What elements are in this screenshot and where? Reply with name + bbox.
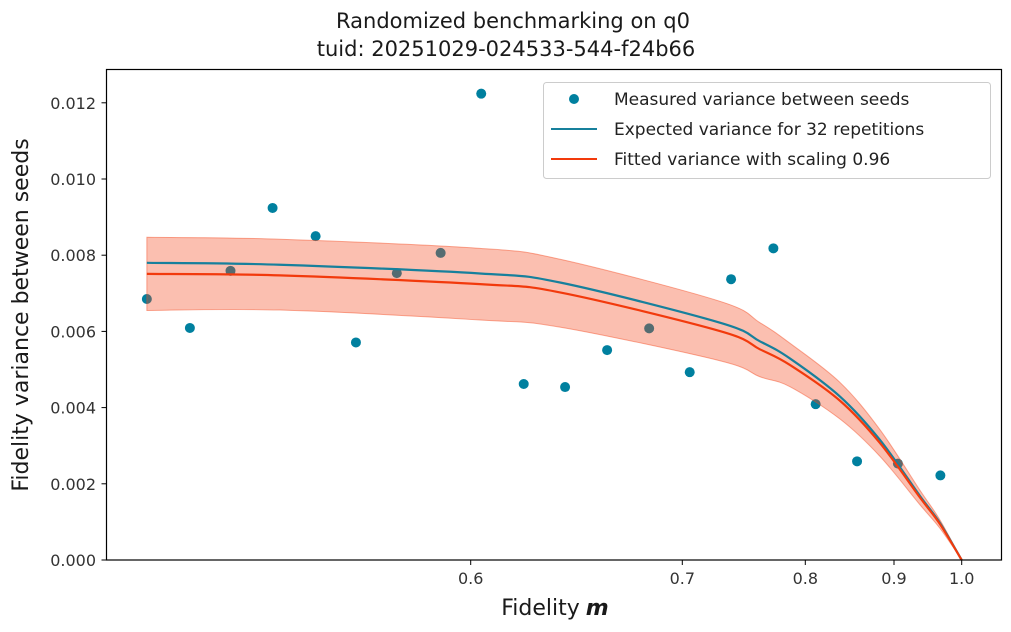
data-point — [267, 202, 278, 213]
data-point — [726, 274, 737, 285]
legend-label-expected: Expected variance for 32 repetitions — [614, 120, 924, 140]
x-axis-label: Fidelity m — [501, 596, 608, 621]
y-tick-label: 0.002 — [50, 475, 96, 494]
legend-label-measured: Measured variance between seeds — [614, 90, 910, 110]
data-point — [810, 399, 821, 410]
x-tick-label: 0.8 — [793, 569, 818, 588]
data-point — [310, 231, 321, 242]
x-tick-label: 1.0 — [949, 569, 974, 588]
data-point — [350, 337, 361, 348]
x-tick-label: 0.7 — [670, 569, 695, 588]
fit-uncertainty-band — [146, 236, 963, 561]
x-tick-label: 0.9 — [881, 569, 906, 588]
y-axis: 0.000 0.002 0.004 0.006 0.008 0.010 0.012 — [50, 94, 107, 570]
plot-frame — [105, 68, 1003, 561]
data-point — [476, 88, 487, 99]
y-tick-label: 0.000 — [50, 551, 96, 570]
y-tick-label: 0.008 — [50, 246, 96, 265]
data-point — [560, 382, 571, 393]
data-point — [518, 378, 529, 389]
legend: Measured variance between seeds Expected… — [543, 82, 991, 179]
data-point — [935, 470, 946, 481]
x-axis-label-math: m — [586, 596, 609, 621]
legend-marker-measured — [569, 94, 579, 104]
data-point — [852, 456, 863, 467]
y-axis-label: Fidelity variance between seeds — [9, 138, 34, 491]
fitted-variance-line — [146, 272, 963, 561]
legend-box — [543, 82, 991, 179]
legend-label-fitted: Fitted variance with scaling 0.96 — [614, 150, 890, 170]
y-tick-label: 0.012 — [50, 94, 96, 113]
data-point — [602, 345, 613, 356]
data-point — [768, 243, 779, 254]
x-tick-label: 0.6 — [458, 569, 483, 588]
data-point — [141, 294, 152, 305]
scatter-series — [141, 88, 946, 481]
y-tick-label: 0.004 — [50, 399, 96, 418]
x-axis-label-text: Fidelity — [501, 596, 580, 621]
y-tick-label: 0.006 — [50, 322, 96, 341]
y-tick-label: 0.010 — [50, 170, 96, 189]
data-point — [644, 323, 655, 334]
data-point — [435, 247, 446, 258]
line-series — [146, 261, 963, 561]
chart-title: Randomized benchmarking on q0 — [336, 9, 690, 33]
data-point — [184, 322, 195, 333]
x-axis: 0.6 0.7 0.8 0.9 1.0 — [458, 560, 974, 588]
confidence-band — [146, 236, 963, 561]
data-point — [684, 367, 695, 378]
data-point — [391, 268, 402, 279]
chart-subtitle: tuid: 20251029-024533-544-f24b66 — [317, 37, 696, 61]
